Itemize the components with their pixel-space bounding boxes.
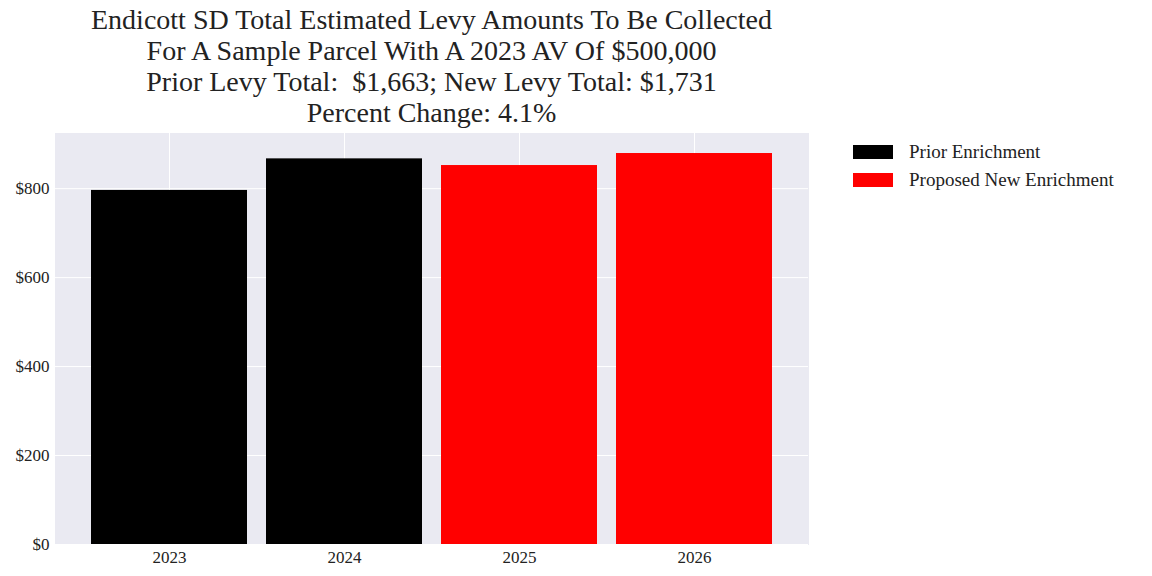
svg-text:$200: $200	[16, 446, 50, 465]
svg-text:2023: 2023	[153, 548, 187, 567]
svg-text:2025: 2025	[503, 548, 537, 567]
svg-text:$800: $800	[16, 179, 50, 198]
html-text:Endicott SD Total Estimated Le: Endicott SD Total Estimated Levy Amounts…	[91, 4, 772, 128]
svg-text:$600: $600	[16, 268, 50, 287]
svg-text:2026: 2026	[678, 548, 712, 567]
svg-text:$0: $0	[33, 535, 50, 554]
html-text:Prior Enrichment: Prior Enrichment	[909, 141, 1041, 162]
html-text:Proposed New Enrichment: Proposed New Enrichment	[909, 169, 1114, 190]
svg-text:2024: 2024	[328, 548, 363, 567]
svg-text:$400: $400	[16, 357, 50, 376]
